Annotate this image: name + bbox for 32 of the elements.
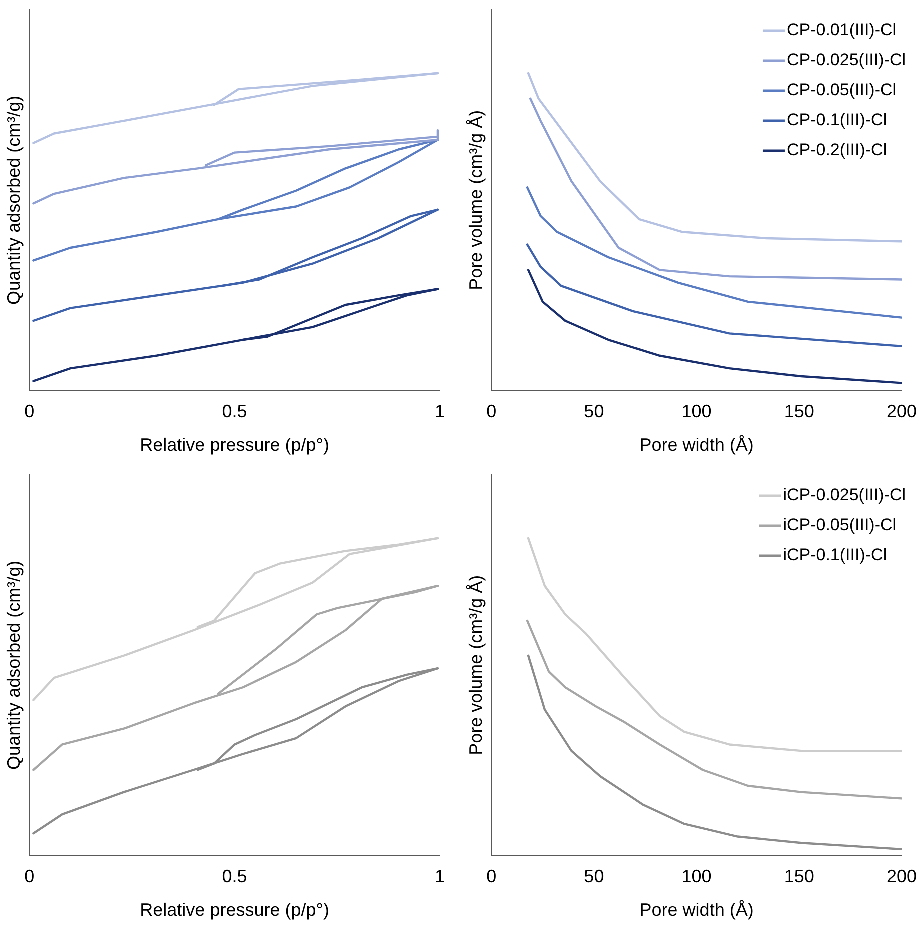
x-tick-label: 200 — [886, 402, 918, 422]
legend-label: CP-0.2(III)-Cl — [786, 140, 888, 160]
x-tick-label: 0 — [24, 866, 35, 887]
legend-label: CP-0.1(III)-Cl — [786, 110, 888, 130]
x-tick-label: 150 — [784, 866, 814, 887]
y-axis-title: Pore volume (cm³/g Å) — [466, 110, 486, 290]
x-tick-label: 0 — [486, 866, 497, 887]
legend-label: CP-0.01(III)-Cl — [786, 20, 897, 40]
x-tick-label: 200 — [886, 866, 918, 887]
x-axis-title: Relative pressure (p/p°) — [140, 900, 330, 920]
legend-label: iCP-0.1(III)-Cl — [783, 546, 888, 565]
legend-label: iCP-0.05(III)-Cl — [783, 516, 897, 535]
x-tick-label: 0 — [486, 402, 497, 422]
legend-label: CP-0.05(III)-Cl — [786, 80, 897, 100]
legend-label: iCP-0.025(III)-Cl — [783, 486, 906, 505]
legend-label: CP-0.025(III)-Cl — [786, 50, 906, 70]
x-tick-label: 100 — [682, 866, 712, 887]
x-tick-label: 1 — [434, 402, 446, 422]
x-tick-label: 0 — [24, 402, 35, 422]
x-tick-label: 100 — [682, 402, 712, 422]
x-tick-label: 0.5 — [222, 866, 248, 887]
x-tick-label: 0.5 — [222, 402, 248, 422]
x-axis-title: Pore width (Å) — [640, 435, 754, 456]
x-tick-label: 150 — [784, 402, 814, 422]
x-tick-label: 50 — [584, 866, 604, 887]
y-axis-title: Quantity adsorbed (cm³/g) — [4, 560, 24, 770]
y-axis-title: Quantity adsorbed (cm³/g) — [4, 96, 24, 305]
x-axis-title: Relative pressure (p/p°) — [140, 435, 330, 456]
x-tick-label: 50 — [584, 402, 604, 422]
x-tick-label: 1 — [434, 866, 446, 887]
x-axis-title: Pore width (Å) — [640, 900, 754, 920]
y-axis-title: Pore volume (cm³/g Å) — [466, 575, 486, 756]
